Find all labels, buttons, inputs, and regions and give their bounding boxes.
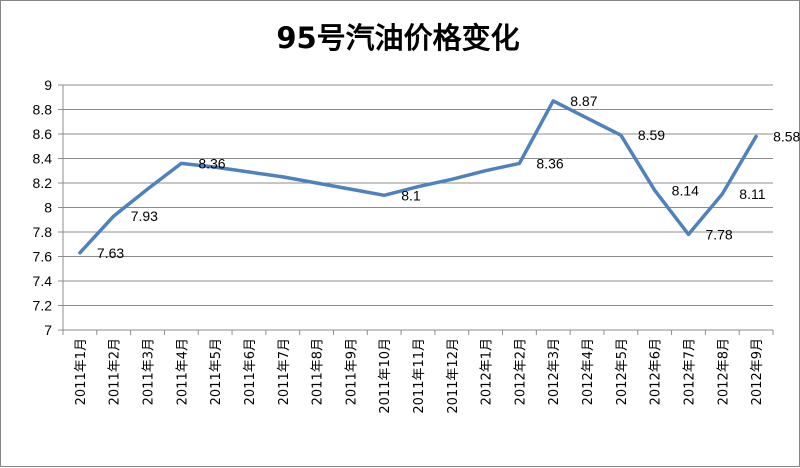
data-labels: 7.63 7.93 8.36 8.1 8.36 8.87 8.59 8.14 7.78 8.11 8… (97, 93, 800, 261)
data-label: 7.93 (131, 208, 158, 224)
series-group (78, 99, 758, 255)
x-tick-label: 2011年8月 (311, 338, 326, 405)
x-tick-label: 2011年9月 (344, 338, 359, 405)
gridlines (63, 84, 773, 306)
x-tick-label: 2011年12月 (446, 338, 461, 414)
x-tick-label: 2012年9月 (750, 338, 765, 405)
x-tick-label: 2011年10月 (378, 338, 393, 414)
axes (58, 84, 774, 335)
x-tick-label: 2011年3月 (142, 338, 157, 405)
x-tick-label: 2012年7月 (682, 338, 697, 405)
x-tick-label: 2011年6月 (243, 338, 258, 405)
y-tick-label: 8.6 (33, 126, 53, 142)
y-tick-label: 9 (44, 77, 52, 93)
data-label: 8.36 (198, 155, 225, 171)
series-line (78, 99, 758, 255)
y-tick-label: 7.6 (33, 249, 53, 265)
data-label: 7.78 (705, 226, 732, 242)
x-tick-label: 2012年3月 (547, 338, 562, 405)
data-label: 8.58 (773, 128, 800, 144)
data-label: 8.1 (401, 187, 421, 203)
x-tick-label: 2012年5月 (615, 338, 630, 405)
x-tick-label: 2011年7月 (277, 338, 292, 405)
data-label: 8.87 (570, 93, 597, 109)
x-tick-label: 2012年8月 (716, 338, 731, 405)
x-tick-label: 2011年4月 (175, 338, 190, 405)
y-tick-label: 8.2 (33, 175, 53, 191)
y-tick-label: 7.8 (33, 224, 53, 240)
data-label: 8.11 (739, 186, 765, 202)
data-label: 7.63 (97, 245, 124, 261)
data-label: 8.59 (638, 127, 665, 143)
y-tick-label: 7 (44, 322, 52, 338)
x-tick-label: 2011年5月 (209, 338, 224, 405)
x-axis-ticks: 2011年1月 2011年2月 2011年3月 2011年4月 2011年5月 2011年… (74, 338, 765, 414)
y-tick-label: 7.4 (33, 273, 53, 289)
chart-title: 95号汽油价格变化 (276, 21, 519, 55)
y-tick-label: 8.8 (33, 102, 53, 118)
y-tick-label: 7.2 (33, 298, 53, 314)
x-tick-label: 2012年1月 (480, 338, 495, 405)
x-tick-label: 2012年6月 (649, 338, 664, 405)
x-tick-label: 2012年4月 (581, 338, 596, 405)
x-tick-label: 2012年2月 (513, 338, 528, 405)
y-tick-label: 8 (44, 200, 52, 216)
x-tick-label: 2011年1月 (74, 338, 89, 405)
y-tick-label: 8.4 (33, 151, 53, 167)
y-axis-ticks: 7 7.2 7.4 7.6 7.8 8 8.2 8.4 8.6 8.8 9 (33, 77, 53, 338)
x-tick-label: 2011年11月 (412, 338, 427, 414)
x-tick-label: 2011年2月 (108, 338, 123, 405)
data-label: 8.14 (672, 182, 699, 198)
data-label: 8.36 (536, 155, 563, 171)
